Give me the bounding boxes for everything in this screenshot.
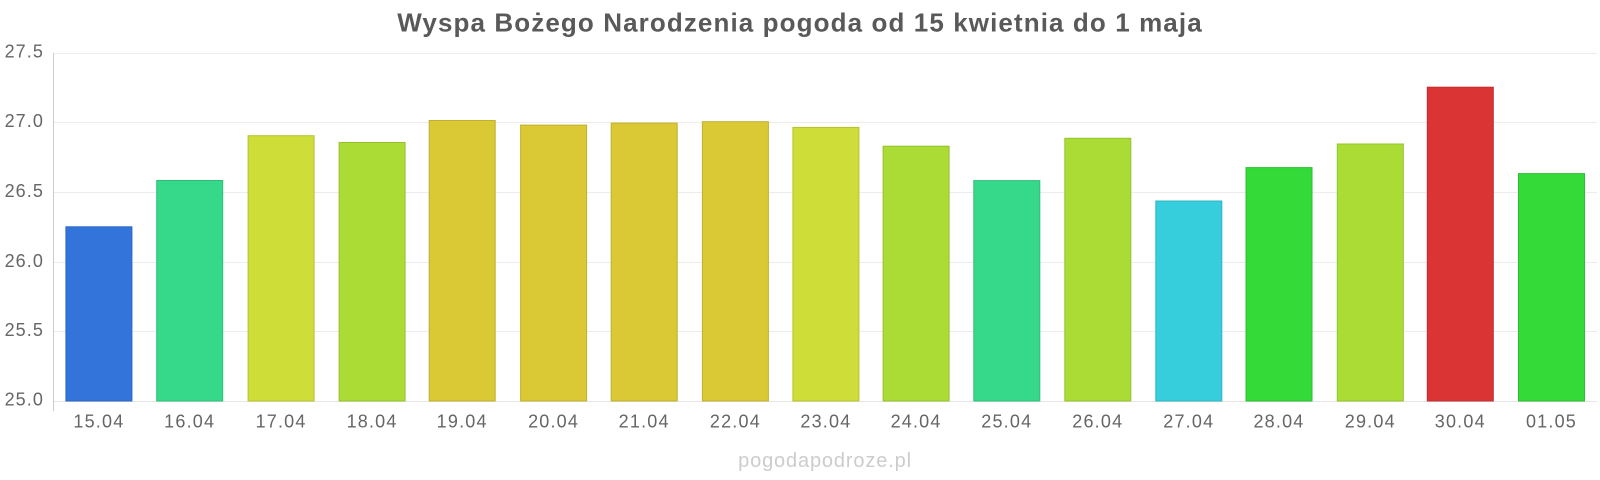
svg-text:pogodapodroze.pl: pogodapodroze.pl bbox=[738, 450, 912, 472]
svg-text:15.04: 15.04 bbox=[73, 412, 124, 432]
svg-text:26.0: 26.0 bbox=[5, 251, 44, 271]
svg-text:17.04: 17.04 bbox=[256, 412, 307, 432]
svg-text:25.5: 25.5 bbox=[5, 320, 44, 340]
svg-text:29.04: 29.04 bbox=[1345, 412, 1396, 432]
svg-text:28.04: 28.04 bbox=[1253, 412, 1304, 432]
svg-text:26.5: 26.5 bbox=[5, 181, 44, 201]
svg-text:22.04: 22.04 bbox=[710, 412, 761, 432]
svg-text:30.04: 30.04 bbox=[1435, 412, 1486, 432]
svg-text:19.04: 19.04 bbox=[437, 412, 488, 432]
svg-text:20.04: 20.04 bbox=[528, 412, 579, 432]
svg-text:27.04: 27.04 bbox=[1163, 412, 1214, 432]
svg-text:21.04: 21.04 bbox=[619, 412, 670, 432]
svg-text:27.5: 27.5 bbox=[5, 42, 44, 62]
svg-text:27.0: 27.0 bbox=[5, 111, 44, 131]
svg-text:23.04: 23.04 bbox=[800, 412, 851, 432]
svg-text:25.04: 25.04 bbox=[981, 412, 1032, 432]
svg-text:16.04: 16.04 bbox=[164, 412, 215, 432]
svg-text:25.0: 25.0 bbox=[5, 390, 44, 410]
svg-text:24.04: 24.04 bbox=[891, 412, 942, 432]
svg-text:Wyspa Bożego Narodzenia pogoda: Wyspa Bożego Narodzenia pogoda od 15 kwi… bbox=[397, 8, 1203, 38]
svg-text:01.05: 01.05 bbox=[1526, 412, 1577, 432]
svg-text:26.04: 26.04 bbox=[1072, 412, 1123, 432]
svg-text:18.04: 18.04 bbox=[347, 412, 398, 432]
